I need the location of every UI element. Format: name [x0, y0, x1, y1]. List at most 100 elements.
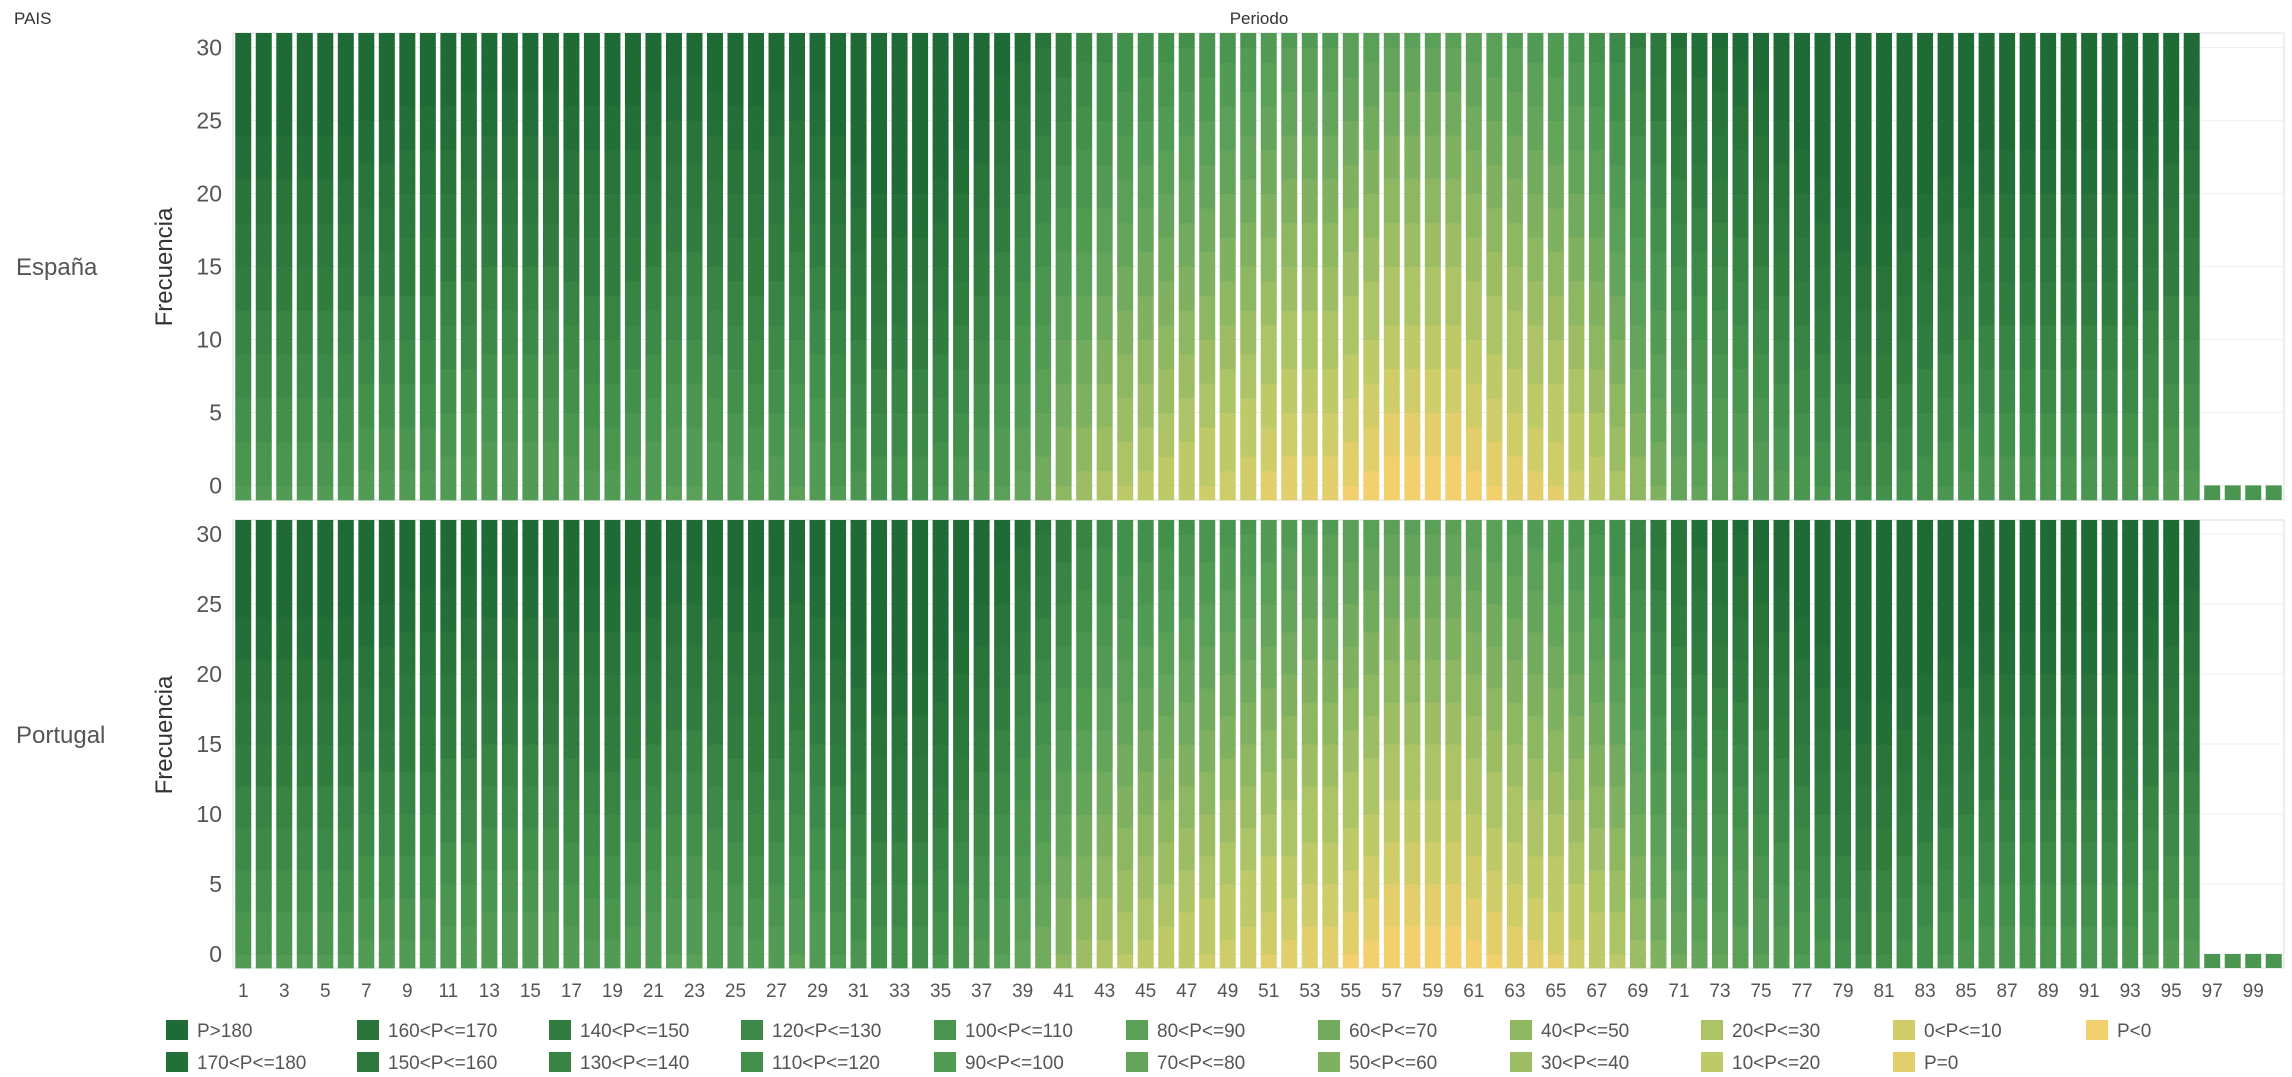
- bar-segment: [891, 397, 908, 413]
- bar-segment: [768, 470, 785, 486]
- bar-segment: [1158, 76, 1175, 92]
- bar-segment: [1937, 76, 1954, 92]
- bar-segment: [1117, 251, 1134, 267]
- bar-segment: [1240, 383, 1257, 399]
- bar-segment: [2142, 266, 2159, 282]
- bar-segment: [460, 814, 477, 829]
- bar-segment: [1978, 470, 1995, 486]
- bar-segment: [624, 354, 641, 370]
- bar-segment: [2019, 470, 2036, 486]
- bar-segment: [1383, 470, 1400, 486]
- bar-segment: [768, 310, 785, 326]
- bar-segment: [1896, 251, 1913, 267]
- bar-segment: [830, 870, 847, 885]
- bar-segment: [1670, 427, 1687, 443]
- bar-segment: [460, 744, 477, 759]
- bar-segment: [1322, 842, 1339, 857]
- bar-segment: [1855, 237, 1872, 253]
- bar-segment: [1260, 208, 1277, 224]
- bar-segment: [1794, 266, 1811, 282]
- bar-segment: [2081, 281, 2098, 297]
- bar-segment: [1199, 120, 1216, 136]
- bar-segment: [522, 520, 539, 535]
- bar-segment: [706, 674, 723, 689]
- bar-segment: [973, 91, 990, 107]
- bar-segment: [1035, 193, 1052, 209]
- bar-segment: [1260, 324, 1277, 340]
- bar-segment: [624, 842, 641, 857]
- bar-segment: [1117, 76, 1134, 92]
- bar-segment: [2081, 368, 2098, 384]
- bar-segment: [255, 251, 272, 267]
- bar-segment: [276, 135, 293, 151]
- bar-segment: [1917, 91, 1934, 107]
- bar-segment: [1342, 383, 1359, 399]
- bar-segment: [1281, 33, 1298, 48]
- bar-segment: [1978, 266, 1995, 282]
- bar-segment: [2122, 266, 2139, 282]
- bar-segment: [953, 47, 970, 63]
- bar-segment: [1240, 926, 1257, 941]
- bar-segment: [2081, 427, 2098, 443]
- bar-segment: [563, 149, 580, 165]
- bar-segment: [686, 590, 703, 605]
- bar-segment: [1609, 397, 1626, 413]
- bar-segment: [1260, 856, 1277, 871]
- bar-segment: [276, 339, 293, 355]
- bar-segment: [2101, 397, 2118, 413]
- bar-segment: [419, 164, 436, 180]
- bar-segment: [1896, 427, 1913, 443]
- bar-segment: [1445, 91, 1462, 107]
- bar-segment: [645, 441, 662, 457]
- bar-segment: [419, 828, 436, 843]
- bar-segment: [1363, 266, 1380, 282]
- bar-segment: [2060, 441, 2077, 457]
- bar-segment: [624, 120, 641, 136]
- bar-segment: [1691, 427, 1708, 443]
- bar-segment: [1322, 814, 1339, 829]
- bar-segment: [2040, 149, 2057, 165]
- bar-segment: [1199, 576, 1216, 591]
- bar-segment: [399, 590, 416, 605]
- bar-segment: [686, 412, 703, 428]
- bar-segment: [1424, 208, 1441, 224]
- bar-segment: [1363, 33, 1380, 48]
- bar-segment: [542, 954, 559, 969]
- bar-segment: [1055, 266, 1072, 282]
- bar-segment: [378, 674, 395, 689]
- bar-segment: [1219, 842, 1236, 857]
- bar-segment: [1096, 33, 1113, 48]
- bar-segment: [1424, 251, 1441, 267]
- bar-segment: [1568, 62, 1585, 78]
- bar-segment: [1896, 237, 1913, 253]
- bar-segment: [2142, 47, 2159, 63]
- bar-segment: [1650, 368, 1667, 384]
- bar-segment: [2101, 76, 2118, 92]
- bar-segment: [686, 660, 703, 675]
- bar-segment: [1342, 237, 1359, 253]
- bar-segment: [1199, 91, 1216, 107]
- bar-segment: [1547, 251, 1564, 267]
- bar-segment: [276, 604, 293, 619]
- bar-segment: [1506, 368, 1523, 384]
- bar-segment: [563, 120, 580, 136]
- bar-segment: [1035, 135, 1052, 151]
- bar-segment: [378, 62, 395, 78]
- bar-period-50: [1240, 33, 1257, 501]
- bar-segment: [337, 310, 354, 326]
- bar-segment: [1219, 47, 1236, 63]
- bar-segment: [830, 786, 847, 801]
- bar-segment: [1301, 266, 1318, 282]
- bar-segment: [378, 178, 395, 194]
- bar-segment: [1260, 354, 1277, 370]
- bar-segment: [276, 702, 293, 717]
- bar-segment: [953, 604, 970, 619]
- bar-segment: [583, 786, 600, 801]
- bar-segment: [1240, 702, 1257, 717]
- bar-segment: [645, 368, 662, 384]
- bar-segment: [1855, 470, 1872, 486]
- bar-segment: [1363, 383, 1380, 399]
- bar-segment: [912, 926, 929, 941]
- bar-segment: [501, 120, 518, 136]
- bar-segment: [1650, 120, 1667, 136]
